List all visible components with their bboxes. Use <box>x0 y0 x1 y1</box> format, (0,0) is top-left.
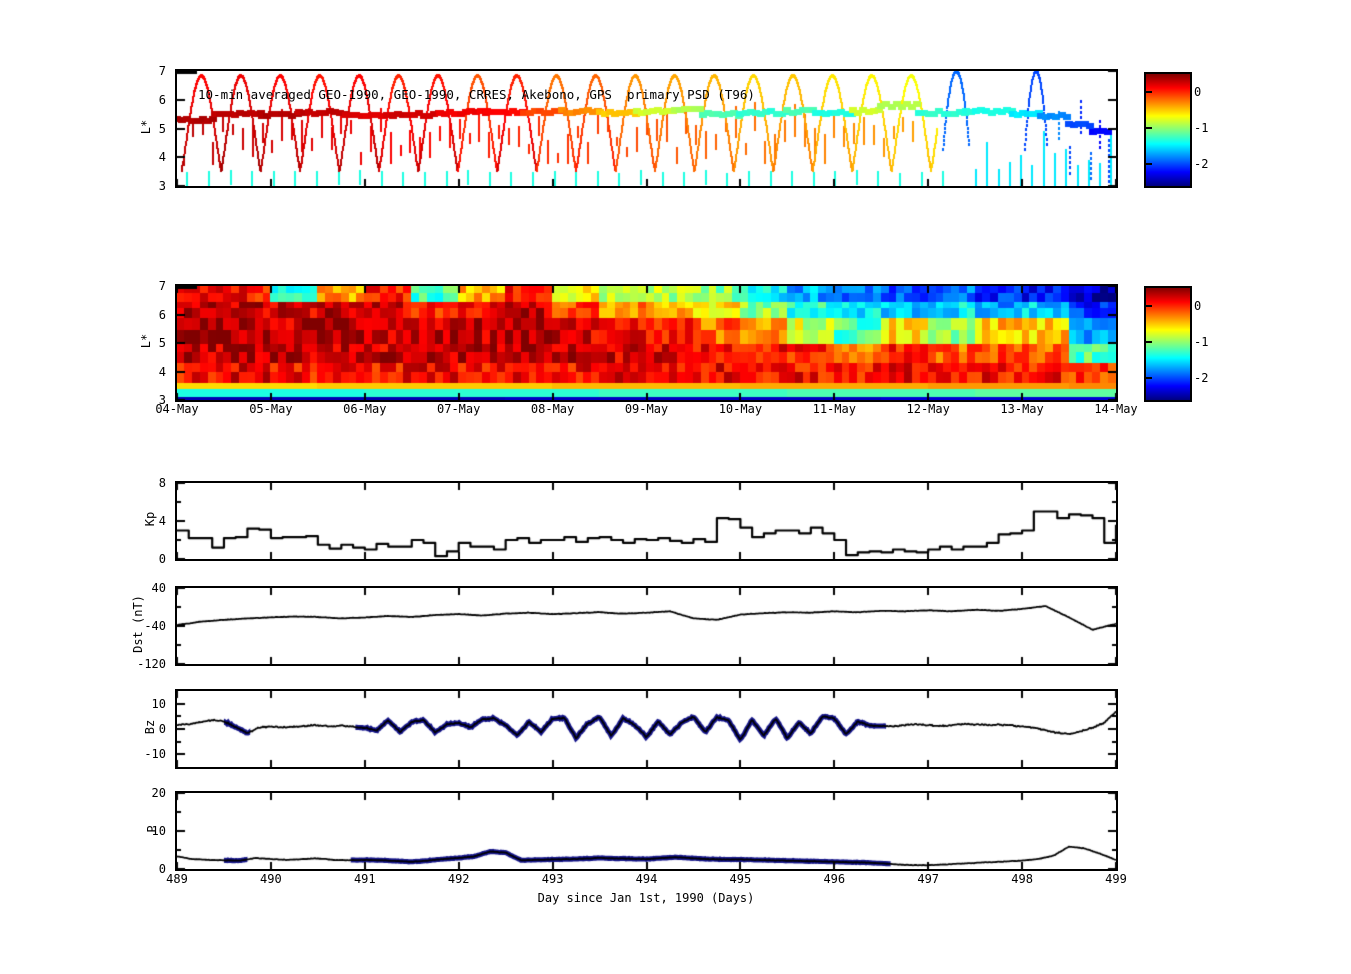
colorbar2-tick-label: 0 <box>1194 299 1202 314</box>
date-tick-label: 07-May <box>437 402 481 416</box>
dst-panel <box>175 586 1118 666</box>
colorbar2-tick-mark <box>1146 305 1152 307</box>
kp-ytick-label: 4 <box>158 514 166 528</box>
day-tick-label: 492 <box>447 872 470 886</box>
psd-colorbar-2 <box>1144 286 1192 402</box>
day-tick-label: 494 <box>635 872 658 886</box>
psd-scatter-panel <box>175 69 1118 188</box>
psd-heatmap-ytick-label: 5 <box>158 336 166 350</box>
day-tick-label: 489 <box>166 872 188 886</box>
colorbar1-tick-label: 0 <box>1194 85 1202 100</box>
psd-heatmap-ytick-label: 7 <box>158 279 166 293</box>
day-tick-label: 498 <box>1011 872 1033 886</box>
colorbar2-tick-mark <box>1146 341 1152 343</box>
psd-scatter-canvas <box>177 71 1116 186</box>
colorbar2-tick-mark <box>1146 377 1152 379</box>
date-tick-label: 10-May <box>718 402 763 416</box>
psd-scatter-ytick-label: 5 <box>158 121 166 136</box>
kp-canvas <box>177 483 1116 559</box>
psd-heatmap-ytick-label: 4 <box>158 364 166 379</box>
day-tick-label: 491 <box>353 872 376 886</box>
psd-heatmap-canvas <box>177 286 1116 400</box>
dst-ytick-label: 40 <box>151 581 166 595</box>
bz-panel <box>175 689 1118 769</box>
p-panel <box>175 791 1118 871</box>
colorbar1-tick-mark <box>1146 127 1152 129</box>
psd-scatter-title: 10-min averaged GEO-1990, GEO-1990, CRRE… <box>198 87 755 102</box>
colorbar1-tick-mark <box>1146 163 1152 165</box>
psd-scatter-ytick-label: 7 <box>158 64 166 78</box>
colorbar2-tick-label: -2 <box>1194 371 1209 386</box>
psd-heatmap-ytick-label: 3 <box>158 393 166 407</box>
psd-scatter-ytick-label: 4 <box>158 150 166 165</box>
colorbar1-tick-mark <box>1146 91 1152 93</box>
psd-heatmap-ytick-label: 6 <box>158 307 166 322</box>
date-tick-label: 14-May <box>1094 402 1138 416</box>
date-tick-label: 11-May <box>812 402 856 416</box>
date-tick-label: 08-May <box>530 402 575 416</box>
x-axis-label: Day since Jan 1st, 1990 (Days) <box>537 891 755 905</box>
dst-ytick-label: -40 <box>144 619 166 633</box>
dst-canvas <box>177 588 1116 664</box>
day-tick-label: 495 <box>729 872 752 886</box>
date-tick-label: 06-May <box>343 402 387 416</box>
date-tick-label: 09-May <box>624 402 669 416</box>
day-tick-label: 496 <box>823 872 846 886</box>
psd-scatter-ytick-label: 3 <box>158 179 166 193</box>
psd-heatmap-panel <box>175 284 1118 402</box>
colorbar1-tick-label: -2 <box>1194 157 1209 172</box>
kp-panel <box>175 481 1118 561</box>
kp-ytick-label: 0 <box>158 552 166 566</box>
p-ytick-label: 10 <box>151 824 166 838</box>
day-tick-label: 493 <box>541 872 564 886</box>
bz-canvas <box>177 691 1116 767</box>
bz-ytick-label: 0 <box>158 722 166 736</box>
date-tick-label: 12-May <box>906 402 950 416</box>
date-tick-label: 13-May <box>1000 402 1044 416</box>
day-tick-label: 497 <box>917 872 940 886</box>
date-tick-label: 05-May <box>249 402 293 416</box>
p-ytick-label: 20 <box>151 786 166 800</box>
dst-ytick-label: -120 <box>137 657 166 671</box>
kp-ytick-label: 8 <box>158 476 166 490</box>
p-ytick-label: 0 <box>158 862 166 876</box>
colorbar2-tick-label: -1 <box>1194 335 1209 350</box>
date-tick-label: 04-May <box>155 402 199 416</box>
bz-ytick-label: 10 <box>151 696 166 711</box>
psd-colorbar-1 <box>1144 72 1192 188</box>
bz-ytick-label: -10 <box>144 747 166 762</box>
colorbar1-tick-label: -1 <box>1194 121 1209 136</box>
psd-scatter-ytick-label: 6 <box>158 92 166 107</box>
p-canvas <box>177 793 1116 869</box>
day-tick-label: 490 <box>260 872 282 886</box>
day-tick-label: 499 <box>1105 872 1127 886</box>
